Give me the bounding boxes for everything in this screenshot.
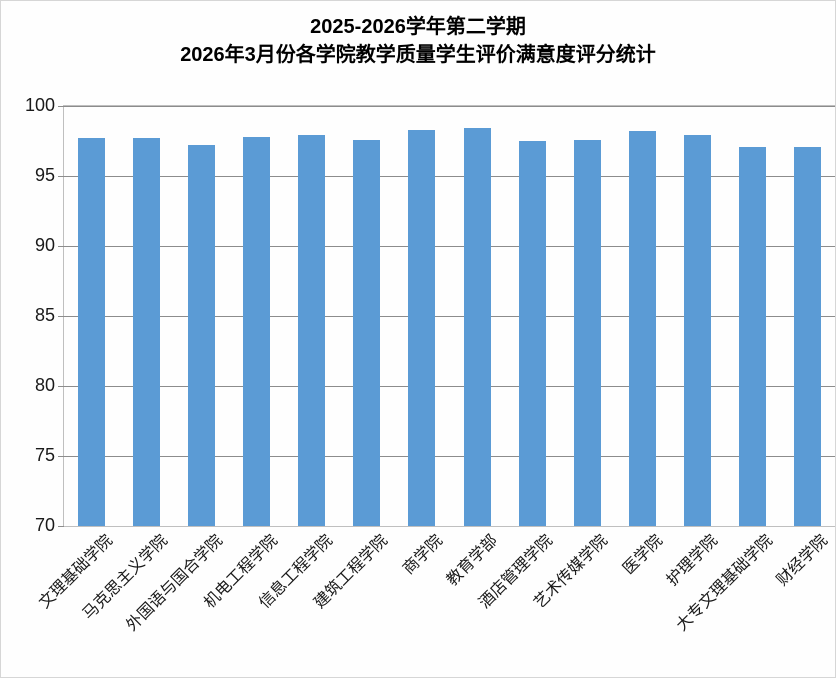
bar-马克思主义学院 bbox=[133, 137, 161, 526]
bar-商学院 bbox=[408, 129, 436, 526]
chart-title-line2: 2026年3月份各学院教学质量学生评价满意度评分统计 bbox=[180, 44, 656, 66]
bar-艺术传媒学院 bbox=[573, 139, 601, 526]
bar-教育学部 bbox=[463, 127, 491, 526]
gridline-y-85 bbox=[64, 316, 835, 317]
x-axis-label-教育学部: 教育学部 bbox=[443, 532, 502, 590]
x-axis-label-大专文理基础学院: 大专文理基础学院 bbox=[673, 532, 777, 635]
chart-title: 2025-2026学年第二学期 2026年3月份各学院教学质量学生评价满意度评分… bbox=[1, 13, 835, 69]
gridline-y-90 bbox=[64, 246, 835, 247]
bar-文理基础学院 bbox=[78, 137, 106, 526]
x-axis-label-酒店管理学院: 酒店管理学院 bbox=[476, 532, 557, 612]
plot-area bbox=[58, 105, 835, 527]
y-axis-label-90: 90 bbox=[34, 235, 55, 255]
x-axis-label-文理基础学院: 文理基础学院 bbox=[35, 532, 116, 612]
bar-建筑工程学院 bbox=[353, 139, 381, 526]
gridline-y-75 bbox=[64, 456, 835, 457]
y-tick-mark bbox=[58, 316, 64, 317]
gridline-y-95 bbox=[64, 176, 835, 177]
bar-酒店管理学院 bbox=[518, 141, 546, 526]
gridline-y-80 bbox=[64, 386, 835, 387]
x-axis-label-外国语与国合学院: 外国语与国合学院 bbox=[123, 532, 226, 635]
y-tick-mark bbox=[58, 386, 64, 387]
y-tick-mark bbox=[58, 246, 64, 247]
y-axis-label-70: 70 bbox=[34, 515, 55, 535]
bar-财经学院 bbox=[793, 146, 821, 526]
bar-护理学院 bbox=[683, 135, 711, 526]
y-tick-mark bbox=[58, 176, 64, 177]
x-axis-label-护理学院: 护理学院 bbox=[664, 532, 722, 590]
chart-title-line1: 2025-2026学年第二学期 bbox=[310, 16, 526, 38]
bar-医学院 bbox=[628, 131, 656, 526]
bar-外国语与国合学院 bbox=[188, 145, 216, 526]
y-axis-label-80: 80 bbox=[34, 375, 55, 395]
y-axis-label-100: 100 bbox=[24, 95, 55, 115]
y-axis-label-95: 95 bbox=[34, 165, 55, 185]
x-axis-label-财经学院: 财经学院 bbox=[774, 532, 832, 590]
gridline-y-100 bbox=[64, 106, 835, 107]
x-axis-label-建筑工程学院: 建筑工程学院 bbox=[311, 532, 391, 612]
bar-信息工程学院 bbox=[298, 134, 326, 526]
x-axis-label-信息工程学院: 信息工程学院 bbox=[255, 532, 336, 612]
bar-大专文理基础学院 bbox=[738, 146, 766, 526]
y-tick-mark bbox=[58, 106, 64, 107]
x-axis-label-商学院: 商学院 bbox=[400, 532, 446, 578]
x-axis-label-医学院: 医学院 bbox=[620, 532, 667, 578]
y-axis-label-75: 75 bbox=[34, 445, 55, 465]
x-axis-label-艺术传媒学院: 艺术传媒学院 bbox=[531, 532, 612, 612]
x-axis-label-机电工程学院: 机电工程学院 bbox=[200, 532, 281, 612]
x-axis-label-马克思主义学院: 马克思主义学院 bbox=[79, 532, 171, 624]
y-axis-label-85: 85 bbox=[34, 305, 55, 325]
y-tick-mark bbox=[58, 456, 64, 457]
y-tick-mark bbox=[58, 526, 64, 527]
bar-机电工程学院 bbox=[243, 136, 271, 526]
